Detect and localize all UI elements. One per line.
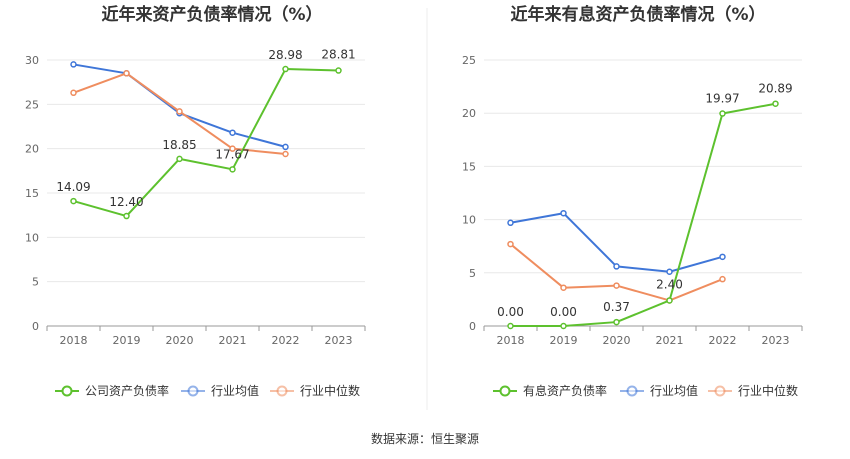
data-point [666, 268, 673, 275]
data-label: 17.67 [215, 147, 249, 161]
y-tick-label: 0 [32, 320, 39, 333]
y-tick-label: 25 [462, 54, 476, 67]
data-point [507, 240, 514, 248]
legend-swatch-marker [499, 385, 511, 397]
x-tick-label: 2021 [219, 334, 247, 347]
data-point [613, 282, 620, 289]
x-tick-label: 2022 [272, 334, 300, 347]
legend-label: 行业中位数 [738, 383, 798, 398]
data-point [560, 209, 567, 217]
legend-label: 行业均值 [650, 383, 698, 398]
series-line-0 [73, 68, 339, 218]
series-line-2 [509, 243, 723, 302]
legend-label: 有息资产负债率 [523, 383, 607, 398]
x-tick-label: 2019 [550, 334, 578, 347]
legend-label: 公司资产负债率 [85, 383, 169, 398]
data-point [560, 284, 567, 291]
data-label: 28.98 [268, 48, 302, 62]
x-tick-label: 2020 [166, 334, 194, 347]
data-label: 0.37 [603, 300, 630, 314]
data-point [719, 253, 726, 261]
data-point [507, 219, 514, 227]
x-tick-label: 2018 [497, 334, 525, 347]
data-point [282, 65, 289, 73]
y-tick-label: 5 [469, 267, 476, 280]
series-line-1 [510, 212, 723, 273]
data-point [335, 67, 342, 74]
y-tick-label: 10 [462, 214, 476, 227]
x-tick-label: 2022 [709, 334, 737, 347]
data-point [282, 143, 289, 151]
data-point [772, 100, 779, 107]
data-point [719, 275, 726, 283]
data-point [70, 197, 77, 205]
y-tick-label: 15 [462, 160, 476, 173]
data-point [613, 263, 620, 270]
legend-label: 行业中位数 [300, 383, 360, 398]
legend-swatch-marker [187, 385, 199, 397]
y-tick-label: 20 [462, 107, 476, 120]
data-label: 12.40 [109, 195, 143, 209]
y-tick-label: 20 [25, 143, 39, 156]
data-label: 2.40 [656, 277, 683, 291]
y-tick-label: 5 [32, 276, 39, 289]
legend-swatch-marker [626, 385, 638, 397]
x-tick-label: 2021 [656, 334, 684, 347]
data-point [70, 89, 77, 97]
data-label: 20.89 [758, 82, 792, 96]
x-tick-label: 2023 [325, 334, 353, 347]
y-tick-label: 10 [25, 231, 39, 244]
y-tick-label: 25 [25, 98, 39, 111]
x-tick-label: 2019 [113, 334, 141, 347]
series-line-1 [73, 63, 286, 148]
chart-title: 近年来有息资产负债率情况（%） [510, 4, 765, 25]
data-label: 18.85 [162, 138, 196, 152]
legend-swatch-marker [714, 385, 726, 397]
legend-label: 行业均值 [211, 383, 259, 398]
y-tick-label: 0 [469, 320, 476, 333]
legend-swatch-marker [61, 385, 73, 397]
source-note: 数据来源：恒生聚源 [371, 431, 479, 446]
y-tick-label: 15 [25, 187, 39, 200]
data-point [229, 129, 236, 136]
data-label: 0.00 [550, 305, 577, 319]
data-point [719, 110, 726, 117]
data-point [229, 145, 236, 152]
data-point [666, 297, 673, 304]
data-label: 19.97 [705, 92, 739, 106]
series-line-0 [510, 102, 776, 327]
data-label: 0.00 [497, 305, 524, 319]
x-tick-label: 2020 [603, 334, 631, 347]
data-point [229, 166, 236, 173]
data-point [70, 61, 77, 68]
data-label: 28.81 [321, 48, 355, 62]
data-label: 14.09 [56, 180, 90, 194]
data-point [282, 150, 289, 158]
legend-swatch-marker [276, 385, 288, 397]
data-point [123, 212, 130, 220]
chart-debt-ratio: 近年来资产负债率情况（%） 0 5 10 15 20 25 30 2018 2019 2020 202… [25, 4, 366, 398]
y-tick-label: 30 [25, 54, 39, 67]
x-tick-label: 2018 [60, 334, 88, 347]
chart-interest-bearing-debt-ratio: 近年来有息资产负债率情况（%） 0 5 10 15 20 25 2018 2019 2020 202… [462, 4, 803, 398]
x-tick-label: 2023 [762, 334, 790, 347]
data-point [176, 108, 183, 115]
data-point [176, 155, 183, 163]
data-point [560, 322, 567, 330]
data-point [123, 70, 130, 77]
chart-title: 近年来资产负债率情况（%） [101, 4, 322, 25]
data-point [613, 318, 620, 326]
data-point [507, 322, 514, 330]
